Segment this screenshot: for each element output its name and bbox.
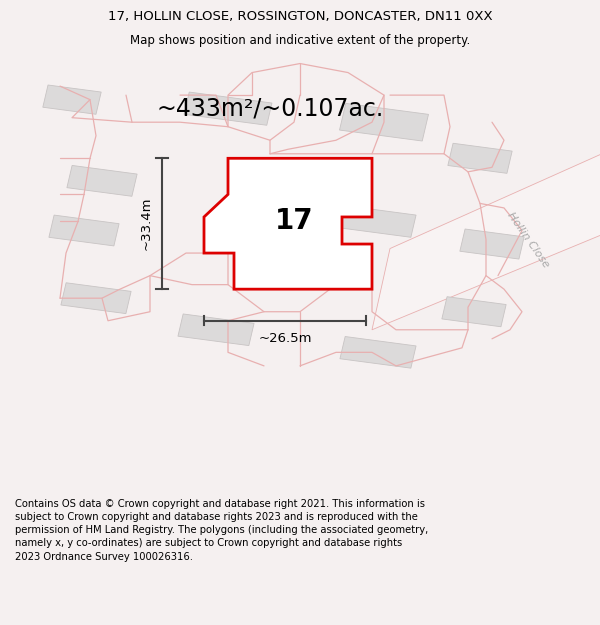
Text: ~433m²/~0.107ac.: ~433m²/~0.107ac. (157, 97, 383, 121)
Text: Hollin Close: Hollin Close (505, 210, 551, 269)
Polygon shape (340, 206, 416, 238)
Text: 17: 17 (275, 208, 313, 236)
Polygon shape (184, 92, 272, 125)
Polygon shape (61, 282, 131, 314)
Text: 17, HOLLIN CLOSE, ROSSINGTON, DONCASTER, DN11 0XX: 17, HOLLIN CLOSE, ROSSINGTON, DONCASTER,… (107, 10, 493, 23)
Polygon shape (442, 297, 506, 327)
Polygon shape (340, 336, 416, 368)
Polygon shape (372, 149, 600, 330)
Text: Map shows position and indicative extent of the property.: Map shows position and indicative extent… (130, 34, 470, 47)
Polygon shape (43, 85, 101, 114)
Text: Contains OS data © Crown copyright and database right 2021. This information is
: Contains OS data © Crown copyright and d… (15, 499, 428, 561)
Polygon shape (49, 215, 119, 246)
Polygon shape (204, 158, 372, 289)
Polygon shape (67, 166, 137, 196)
Polygon shape (340, 103, 428, 141)
Polygon shape (448, 143, 512, 173)
Polygon shape (460, 229, 524, 259)
Polygon shape (178, 314, 254, 346)
Polygon shape (238, 215, 314, 246)
Text: ~33.4m: ~33.4m (140, 197, 153, 251)
Text: ~26.5m: ~26.5m (258, 332, 312, 345)
